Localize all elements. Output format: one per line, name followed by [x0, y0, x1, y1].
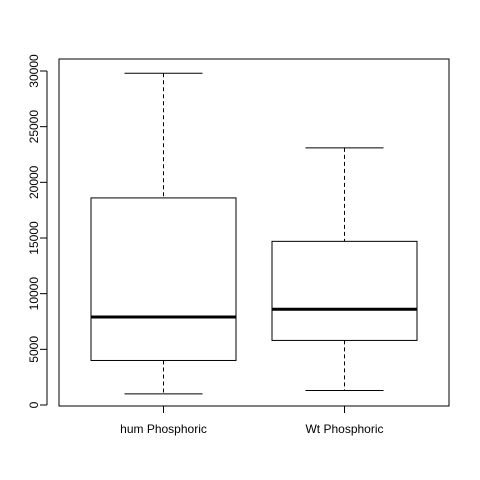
boxes	[90, 72, 418, 395]
box-1	[90, 72, 237, 395]
y-tick-label: 5000	[27, 336, 41, 363]
y-tick-label: 0	[27, 401, 41, 408]
iqr-box	[271, 240, 418, 341]
y-tick-label: 10000	[27, 277, 41, 311]
iqr-box	[90, 197, 237, 361]
y-tick-label: 25000	[27, 110, 41, 144]
y-tick-label: 15000	[27, 221, 41, 255]
x-category-label: Wt Phosphoric	[305, 422, 383, 436]
y-axis: 0 5000 10000 15000 20000 25000 30000	[27, 54, 48, 408]
y-tick-label: 30000	[27, 54, 41, 88]
x-category-label: hum Phosphoric	[120, 422, 207, 436]
box-2	[271, 147, 418, 392]
x-axis: hum Phosphoric Wt Phosphoric	[120, 405, 384, 436]
y-tick-label: 20000	[27, 165, 41, 199]
